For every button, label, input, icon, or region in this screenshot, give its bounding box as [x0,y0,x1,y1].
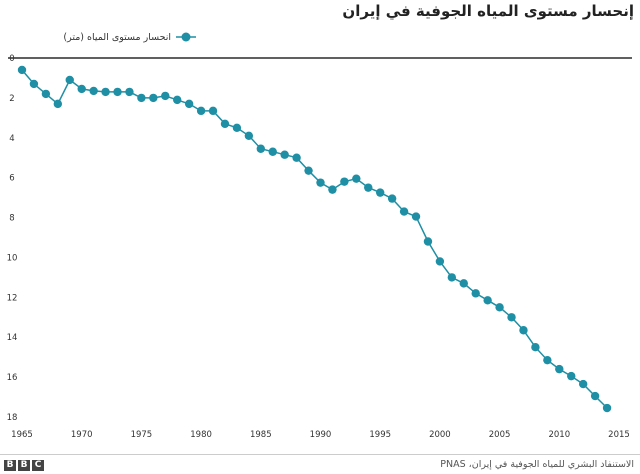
bbc-logo: B B C [4,460,44,471]
y-tick-label: 14 [7,333,18,343]
data-point [304,166,313,175]
y-tick-label: 12 [7,293,18,303]
data-point [352,174,361,183]
data-point [328,185,337,194]
x-tick-label: 1980 [190,430,212,440]
y-tick-label: 16 [7,373,18,383]
x-tick-label: 1985 [250,430,272,440]
data-point [101,87,110,97]
data-point [376,188,385,197]
data-point [196,106,206,116]
data-point [232,123,242,133]
data-point [543,355,552,365]
y-tick-label: 2 [9,94,14,104]
data-points [17,65,612,413]
data-point [173,95,182,105]
y-tick-label: 18 [7,413,18,423]
data-point [137,93,146,103]
data-point [53,99,63,109]
data-point [89,86,98,96]
x-axis-ticks: 1965 1970 1975 1980 1985 1990 1995 2000 2005 2010… [11,430,630,440]
data-point [423,237,433,246]
data-point [519,326,528,335]
legend: انحسار مستوى المياه (متر) [63,32,196,43]
bbc-logo-letter: B [4,460,16,471]
bbc-logo-letter: C [32,460,44,471]
data-point [125,87,134,97]
data-point [149,93,158,103]
x-tick-label: 2005 [489,430,511,440]
data-point [292,153,301,162]
data-point [268,147,277,156]
y-tick-label: 10 [7,253,18,263]
data-point [399,207,409,216]
data-point [244,131,254,140]
data-point [459,279,468,288]
data-point [507,313,516,322]
x-tick-label: 1970 [71,430,93,440]
data-point [531,342,540,352]
data-point [316,178,325,187]
bbc-logo-letter: B [18,460,30,471]
data-point [447,273,457,282]
data-point [17,65,27,75]
data-point [590,391,600,401]
data-point [483,296,492,305]
data-point [555,364,564,374]
legend-label: انحسار مستوى المياه (متر) [63,32,171,43]
chart-title: إنحسار مستوى المياه الجوفية في إيران [342,2,634,20]
data-point [411,212,421,221]
data-point [364,183,373,192]
x-tick-label: 2010 [548,430,570,440]
data-point [113,87,122,97]
data-point [184,99,194,109]
x-tick-label: 2000 [429,430,451,440]
data-point [435,257,445,266]
y-tick-label: 0 [9,54,14,64]
x-tick-label: 2015 [608,430,630,440]
y-tick-label: 4 [9,134,14,144]
data-point [220,119,230,129]
x-tick-label: 1995 [369,430,391,440]
data-point [340,177,349,186]
x-tick-label: 1965 [11,430,33,440]
legend-marker [181,32,191,42]
data-point [602,403,612,413]
data-point [208,106,218,116]
data-point [495,303,504,312]
y-tick-label: 6 [9,174,14,184]
data-point [29,79,39,89]
data-point [41,89,51,99]
data-point [65,75,74,85]
y-axis-ticks: 0 2 4 6 8 10 12 14 16 18 [7,54,18,423]
data-point [256,144,265,153]
data-point [161,91,170,101]
y-tick-label: 8 [9,214,14,224]
line-chart: انحسار مستوى المياه (متر) 0 2 4 6 8 10 12 14 16 1… [7,32,632,440]
data-point [387,194,397,203]
data-point [471,289,480,298]
data-point [77,84,86,94]
x-tick-label: 1975 [131,430,153,440]
source-note: الاستنفاد البشري للمياه الجوفية في إيران… [440,459,634,470]
footer-divider [0,454,640,455]
data-point [567,371,576,381]
x-tick-label: 1990 [310,430,332,440]
series-line [21,69,608,409]
data-point [578,379,588,389]
data-point [280,150,289,159]
